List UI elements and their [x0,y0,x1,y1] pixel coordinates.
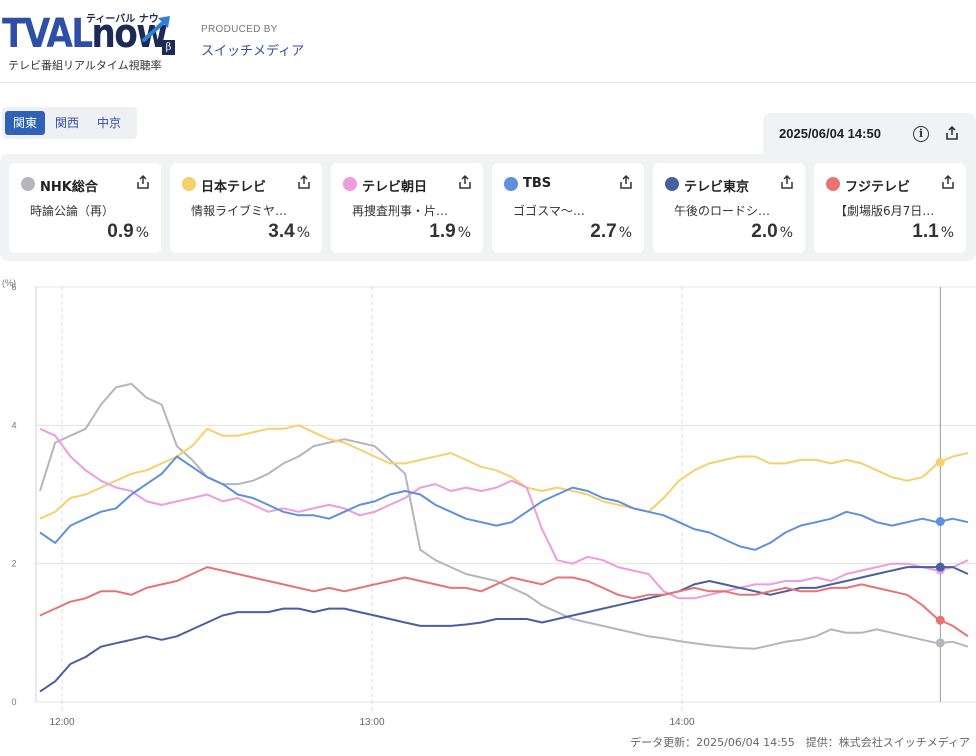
series-cursor-marker [935,517,945,527]
chart-markers [935,457,945,648]
station-color-dot [182,177,196,191]
current-datetime: 2025/06/04 14:50 [779,126,881,141]
series-line [39,382,969,650]
station-cards: NHK総合 時論公論（再） 0.9% 日本テレビ 情報ライブミヤ… 3.4% テ… [9,163,966,253]
series-cursor-marker [935,457,945,467]
station-name: フジテレビ [845,180,911,195]
station-card-fuji-tv[interactable]: フジテレビ 【劇場版6月7日… 1.1% [814,163,966,253]
tvalnow-logo[interactable]: TVALnow ティーバル ナウ β テレビ番組リアルタイム視聴率 [2,8,182,74]
rating-value: 1.1 [912,221,939,242]
rating-value: 2.7 [590,221,617,242]
station-name: NHK総合 [40,180,98,195]
series-line [39,566,969,693]
region-tabs: 関東 関西 中京 [2,107,137,139]
rating: 1.1% [912,221,954,243]
station-color-dot [665,177,679,191]
station-color-dot [826,177,840,191]
station-color-dot [21,177,35,191]
y-axis-unit: (%) [2,278,16,288]
station-color-dot [343,177,357,191]
rating: 0.9% [107,221,149,243]
share-icon[interactable] [618,174,634,190]
beta-badge: β [162,40,175,55]
series-cursor-marker [935,638,945,648]
station-color-dot [504,177,518,191]
series-line [39,427,969,600]
rating-value: 0.9 [107,221,134,242]
y-tick-label: 6 [11,282,16,292]
panel-background [0,154,976,261]
share-icon[interactable] [940,174,956,190]
rating-unit: % [940,225,954,241]
station-panel: 2025/06/04 14:50 i NHK総合 時論公論（再） 0.9% 日本… [0,113,976,261]
logo-arrow-icon [142,16,170,42]
share-icon[interactable] [135,174,151,190]
info-icon[interactable]: i [913,126,929,142]
station-card-nhk[interactable]: NHK総合 時論公論（再） 0.9% [9,163,161,253]
app-header: TVALnow ティーバル ナウ β テレビ番組リアルタイム視聴率 PRODUC… [0,0,976,83]
rating: 2.0% [751,221,793,243]
rating: 2.7% [590,221,632,243]
ratings-line-chart[interactable]: (%) 0 2 4 6 12:00 13:00 14:00 [0,276,976,736]
series-line [39,424,969,520]
y-tick-label: 4 [11,420,16,430]
x-tick-label: 14:00 [669,717,694,728]
chart-grid: 0 2 4 6 12:00 13:00 14:00 [11,282,976,728]
y-tick-label: 0 [11,697,16,707]
series-line [39,455,969,551]
logo-tagline: テレビ番組リアルタイム視聴率 [8,59,162,72]
program-title: 【劇場版6月7日… [835,204,935,218]
rating-unit: % [779,225,793,241]
rating-unit: % [135,225,149,241]
program-title: 再捜査刑事・片… [352,204,449,218]
rating: 3.4% [268,221,310,243]
producer-link[interactable]: スイッチメディア [201,44,305,59]
share-icon[interactable] [296,174,312,190]
y-tick-label: 2 [11,559,16,569]
station-card-tbs[interactable]: TBS ゴゴスマ〜… 2.7% [492,163,644,253]
station-card-tv-asahi[interactable]: テレビ朝日 再捜査刑事・片… 1.9% [331,163,483,253]
program-title: 午後のロードシ… [674,204,771,218]
station-name: テレビ東京 [684,180,750,195]
tab-chukyo[interactable]: 中京 [97,116,122,130]
share-icon[interactable] [944,125,960,141]
tab-kanto[interactable]: 関東 [5,111,46,135]
series-cursor-marker [935,562,945,572]
logo-wordmark: TVALnow [2,11,168,57]
series-cursor-marker [935,615,945,625]
rating-unit: % [296,225,310,241]
logo-kana: ティーバル ナウ [86,14,159,25]
station-name: テレビ朝日 [362,180,428,195]
rating-unit: % [618,225,632,241]
ratings-chart[interactable]: (%) 0 2 4 6 12:00 13:00 14:00 [0,276,976,736]
rating-value: 1.9 [429,221,456,242]
station-card-tv-tokyo[interactable]: テレビ東京 午後のロードシ… 2.0% [653,163,805,253]
datetime-tab: 2025/06/04 14:50 i [763,113,976,159]
program-title: 時論公論（再） [30,204,115,218]
produced-by-label: PRODUCED BY [201,24,278,35]
x-tick-label: 13:00 [359,717,384,728]
station-name: TBS [523,176,552,191]
series-line [39,566,969,638]
rating-unit: % [457,225,471,241]
program-title: 情報ライブミヤ… [191,204,288,218]
station-card-ntv[interactable]: 日本テレビ 情報ライブミヤ… 3.4% [170,163,322,253]
rating-value: 2.0 [751,221,778,242]
program-title: ゴゴスマ〜… [513,204,585,218]
station-name: 日本テレビ [201,180,267,195]
data-update-footer: データ更新：2025/06/04 14:55 提供：株式会社スイッチメディア [630,736,970,749]
tab-kansai[interactable]: 関西 [55,116,80,130]
rating: 1.9% [429,221,471,243]
rating-value: 3.4 [268,221,295,242]
share-icon[interactable] [779,174,795,190]
share-icon[interactable] [457,174,473,190]
chart-series [39,382,969,693]
x-tick-label: 12:00 [49,717,74,728]
